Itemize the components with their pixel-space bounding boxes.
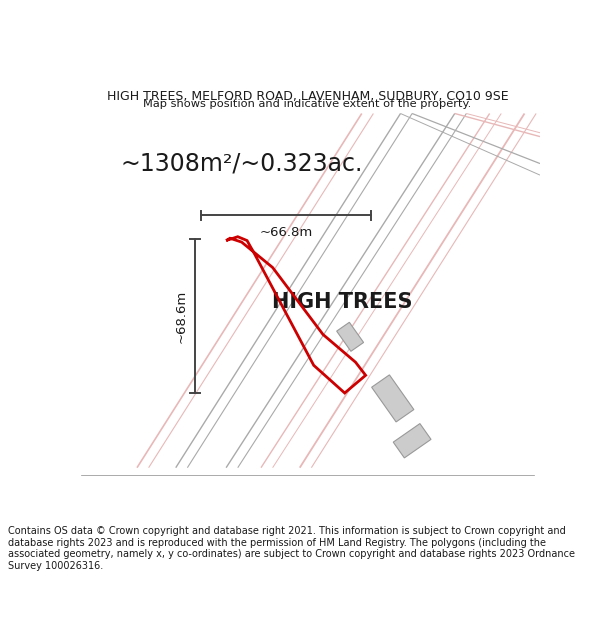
Polygon shape <box>337 322 364 351</box>
Polygon shape <box>371 375 414 422</box>
Text: Map shows position and indicative extent of the property.: Map shows position and indicative extent… <box>143 99 472 109</box>
Text: HIGH TREES: HIGH TREES <box>272 292 413 312</box>
Polygon shape <box>393 424 431 458</box>
Text: Contains OS data © Crown copyright and database right 2021. This information is : Contains OS data © Crown copyright and d… <box>8 526 575 571</box>
Text: ~68.6m: ~68.6m <box>175 289 188 342</box>
Text: HIGH TREES, MELFORD ROAD, LAVENHAM, SUDBURY, CO10 9SE: HIGH TREES, MELFORD ROAD, LAVENHAM, SUDB… <box>107 89 508 102</box>
Text: ~66.8m: ~66.8m <box>259 226 313 239</box>
Text: ~1308m²/~0.323ac.: ~1308m²/~0.323ac. <box>121 151 363 176</box>
